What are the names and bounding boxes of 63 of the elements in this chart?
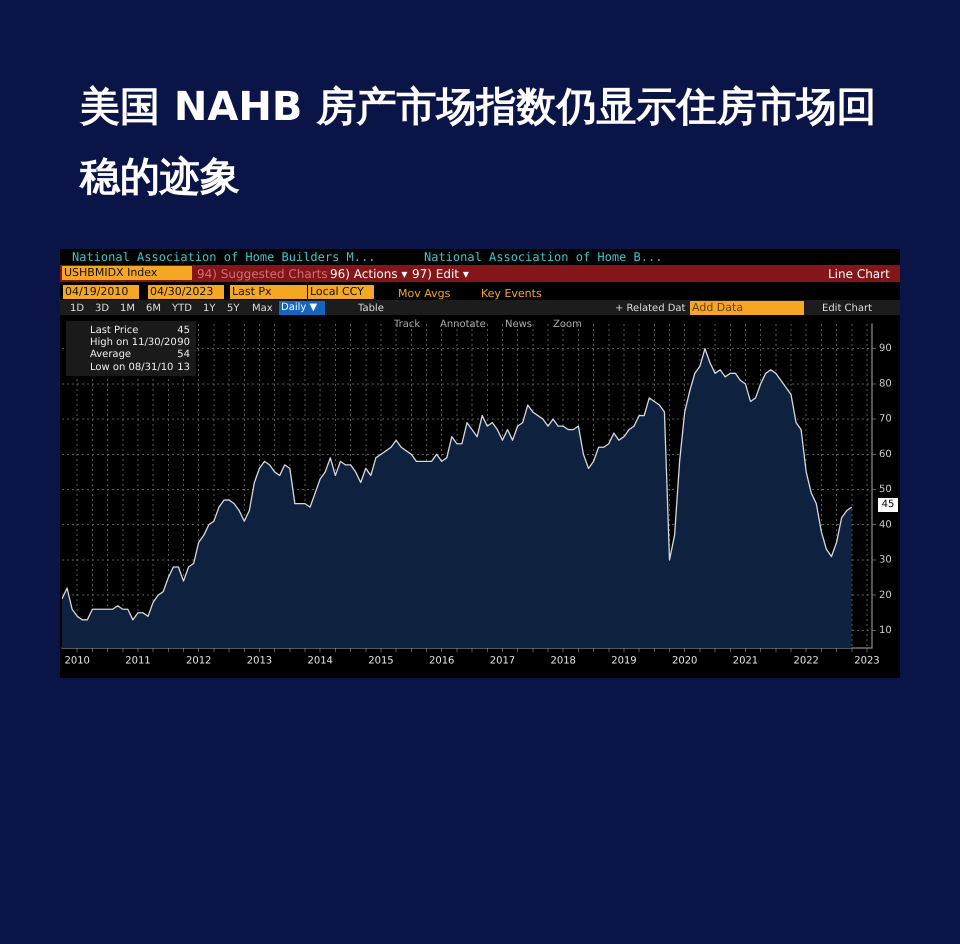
text: Key Events [481, 287, 542, 301]
text: Edit Chart [822, 302, 872, 316]
text: Last Px [230, 285, 307, 299]
annotation: Last Price [90, 324, 138, 337]
y-tick-label: 40 [879, 519, 892, 530]
text: Add Data [690, 301, 804, 315]
x-tick-label: 2012 [186, 656, 212, 667]
annotation: News [505, 318, 532, 332]
text: 97) Edit ▾ [412, 267, 469, 281]
x-tick-label: 2021 [732, 656, 758, 667]
y-tick-label: 30 [879, 554, 892, 566]
text: 5Y [227, 302, 240, 316]
chart-title: 美国 NAHB 房产市场指数仍显示住房市场回稳的迹象 [80, 83, 878, 202]
y-tick-label: 80 [879, 378, 892, 390]
y-tick-label: 10 [879, 624, 892, 636]
y-tick-label: 20 [879, 590, 892, 601]
x-tick-label: 2018 [550, 656, 576, 667]
x-tick-label: 2022 [793, 656, 819, 667]
chart-subtitle: National Association of Home Builders M... [72, 250, 376, 264]
text: 04/19/2010 [63, 285, 139, 299]
annotation: Average [90, 348, 132, 362]
text: National Association of Home B... [424, 250, 662, 264]
x-tick-label: 2015 [368, 656, 394, 667]
y-tick-label: 50 [879, 484, 892, 496]
annotation: 54 [176, 348, 190, 362]
text: Max [252, 302, 273, 316]
text: Line Chart [828, 267, 890, 281]
x-tick-label: 2010 [64, 656, 90, 667]
text: 1D [70, 302, 84, 316]
x-tick-label: 2011 [125, 656, 151, 667]
annotation: 45 [176, 324, 190, 338]
annotation: 90 [177, 337, 190, 348]
annotation: Zoom [553, 318, 582, 332]
x-tick-label: 2023 [854, 656, 880, 667]
text: 1M [120, 302, 135, 316]
x-tick-label: 2020 [672, 656, 698, 667]
text: + Related Dat [615, 302, 686, 316]
text: Local CCY [308, 285, 374, 299]
annotation: High on 11/30/20 [90, 336, 177, 350]
text: 3D [95, 302, 110, 316]
annotation: Track [394, 318, 420, 332]
y-tick-label: 60 [879, 448, 892, 460]
text: 04/30/2023 [148, 285, 224, 299]
x-tick-label: 2013 [246, 656, 272, 667]
text: Table [358, 302, 384, 316]
text: YTD [172, 302, 192, 316]
text: 45 [878, 498, 898, 512]
text: USHBMIDX Index [62, 266, 192, 280]
text: 1Y [203, 302, 216, 316]
annotation: Low on 08/31/10 [90, 361, 174, 375]
x-tick-label: 2016 [428, 656, 454, 667]
annotation: 13 [177, 362, 190, 373]
y-tick-label: 70 [879, 414, 892, 425]
x-tick-label: 2014 [307, 656, 333, 667]
annotation: Annotate [440, 318, 486, 332]
y-tick-label: 90 [879, 343, 892, 354]
text: 6M [146, 302, 161, 316]
text: 96) Actions ▾ [330, 267, 408, 281]
x-tick-label: 2017 [490, 656, 516, 667]
x-tick-label: 2019 [611, 656, 637, 667]
text: 94) Suggested Charts [197, 267, 328, 281]
text: Daily ▼ [279, 301, 325, 315]
text: Mov Avgs [398, 287, 450, 301]
